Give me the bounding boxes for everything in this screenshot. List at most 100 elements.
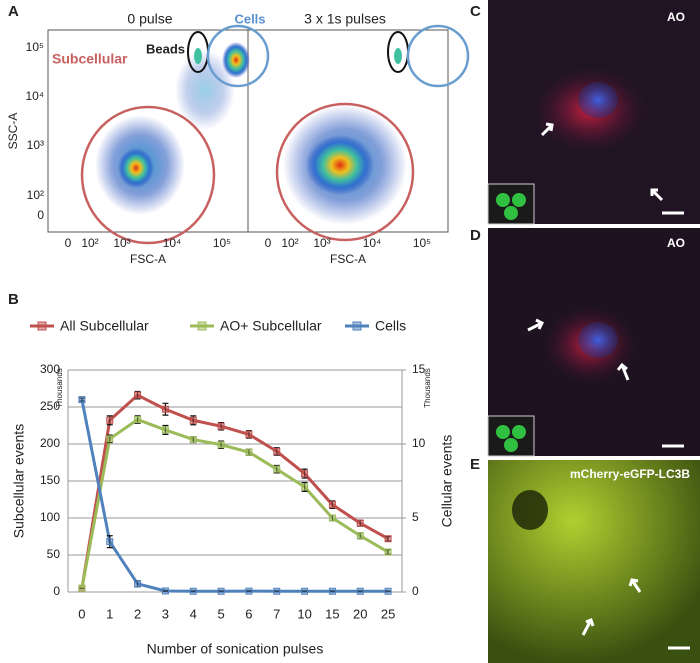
x-axis-label: Number of sonication pulses bbox=[147, 641, 324, 657]
marker bbox=[134, 391, 142, 399]
bead bbox=[512, 425, 526, 439]
x-axis-label: FSC-A bbox=[130, 252, 166, 266]
panel-label: E bbox=[470, 456, 480, 473]
y-tick-label: 50 bbox=[47, 547, 61, 561]
arrow bbox=[540, 122, 554, 137]
y-axis-label: SSC-A bbox=[6, 113, 20, 150]
y-axis-label: Subcellular events bbox=[11, 424, 27, 538]
plot-title: 0 pulse bbox=[127, 11, 172, 27]
gate-label: Subcellular bbox=[52, 51, 128, 67]
marker bbox=[328, 501, 336, 509]
y-tick-label: 200 bbox=[40, 436, 60, 450]
marker bbox=[273, 465, 281, 473]
series-line bbox=[80, 393, 389, 589]
marker bbox=[189, 416, 197, 424]
x-tick-label: 0 bbox=[265, 236, 272, 250]
y-tick-label: 10⁵ bbox=[26, 40, 44, 54]
y2-unit: Thousands bbox=[423, 368, 432, 408]
bead bbox=[504, 206, 518, 220]
gate-label: Beads bbox=[146, 41, 185, 56]
arrow bbox=[527, 318, 545, 332]
density bbox=[222, 42, 250, 78]
marker bbox=[384, 548, 392, 556]
x-tick-label: 1 bbox=[106, 606, 113, 621]
x-tick-label: 10 bbox=[297, 606, 311, 621]
panel-label: A bbox=[8, 3, 19, 20]
x-tick-label: 10³ bbox=[113, 236, 130, 250]
y2-tick-label: 10 bbox=[412, 436, 426, 450]
marker bbox=[328, 587, 336, 595]
stain-label: AO bbox=[667, 236, 685, 250]
marker bbox=[301, 587, 309, 595]
y-tick-label: 250 bbox=[40, 399, 60, 413]
marker bbox=[189, 587, 197, 595]
arrow bbox=[650, 188, 664, 202]
legend-label: AO+ Subcellular bbox=[220, 318, 322, 334]
gate bbox=[275, 102, 415, 242]
density bbox=[394, 48, 402, 64]
density bbox=[118, 148, 154, 188]
marker bbox=[106, 416, 114, 424]
y-tick-label: 150 bbox=[40, 473, 60, 487]
x-tick-label: 10⁵ bbox=[413, 236, 431, 250]
micrograph bbox=[488, 460, 700, 663]
x-tick-label: 6 bbox=[245, 606, 252, 621]
density bbox=[194, 48, 202, 64]
x-tick-label: 4 bbox=[190, 606, 197, 621]
x-tick-label: 10² bbox=[81, 236, 98, 250]
panel-label: B bbox=[8, 291, 19, 308]
marker bbox=[106, 538, 114, 546]
y-unit: Thousands bbox=[55, 368, 64, 408]
x-tick-label: 20 bbox=[353, 606, 367, 621]
arrow bbox=[581, 618, 595, 636]
x-tick-label: 10⁴ bbox=[363, 236, 382, 250]
marker bbox=[301, 483, 309, 491]
marker bbox=[217, 587, 225, 595]
image-bg bbox=[488, 460, 700, 663]
arrow bbox=[616, 362, 630, 381]
flow-plots bbox=[47, 24, 470, 245]
marker bbox=[245, 587, 253, 595]
stain-label: AO bbox=[667, 10, 685, 24]
bead bbox=[496, 193, 510, 207]
marker bbox=[217, 441, 225, 449]
x-tick-label: 2 bbox=[134, 606, 141, 621]
marker bbox=[273, 447, 281, 455]
x-tick-label: 0 bbox=[78, 606, 85, 621]
gate bbox=[206, 24, 270, 88]
x-tick-label: 10³ bbox=[313, 236, 330, 250]
arrow bbox=[628, 578, 642, 593]
bead bbox=[496, 425, 510, 439]
marker bbox=[384, 587, 392, 595]
y-tick-label: 10² bbox=[27, 188, 44, 202]
marker bbox=[78, 396, 86, 404]
y-tick-label: 10³ bbox=[27, 138, 44, 152]
marker bbox=[356, 519, 364, 527]
legend-label: Cells bbox=[375, 318, 406, 334]
marker bbox=[78, 584, 86, 592]
x-axis-label: FSC-A bbox=[330, 252, 366, 266]
marker bbox=[301, 470, 309, 478]
marker bbox=[273, 587, 281, 595]
x-tick-label: 15 bbox=[325, 606, 339, 621]
y2-axis-label: Cellular events bbox=[439, 435, 455, 528]
marker bbox=[106, 435, 114, 443]
y-tick-label: 0 bbox=[53, 584, 60, 598]
marker bbox=[217, 422, 225, 430]
series-line bbox=[80, 399, 389, 593]
bead bbox=[504, 438, 518, 452]
dark-region bbox=[512, 490, 548, 530]
x-tick-label: 0 bbox=[65, 236, 72, 250]
marker bbox=[328, 514, 336, 522]
legend-marker bbox=[352, 321, 362, 331]
x-tick-label: 3 bbox=[162, 606, 169, 621]
marker bbox=[356, 532, 364, 540]
x-tick-label: 25 bbox=[381, 606, 395, 621]
series-line bbox=[80, 417, 389, 589]
nucleus bbox=[578, 322, 618, 358]
marker bbox=[161, 587, 169, 595]
nucleus bbox=[578, 82, 618, 118]
x-tick-label: 10² bbox=[281, 236, 298, 250]
x-tick-label: 5 bbox=[217, 606, 224, 621]
x-tick-label: 10⁵ bbox=[213, 236, 231, 250]
